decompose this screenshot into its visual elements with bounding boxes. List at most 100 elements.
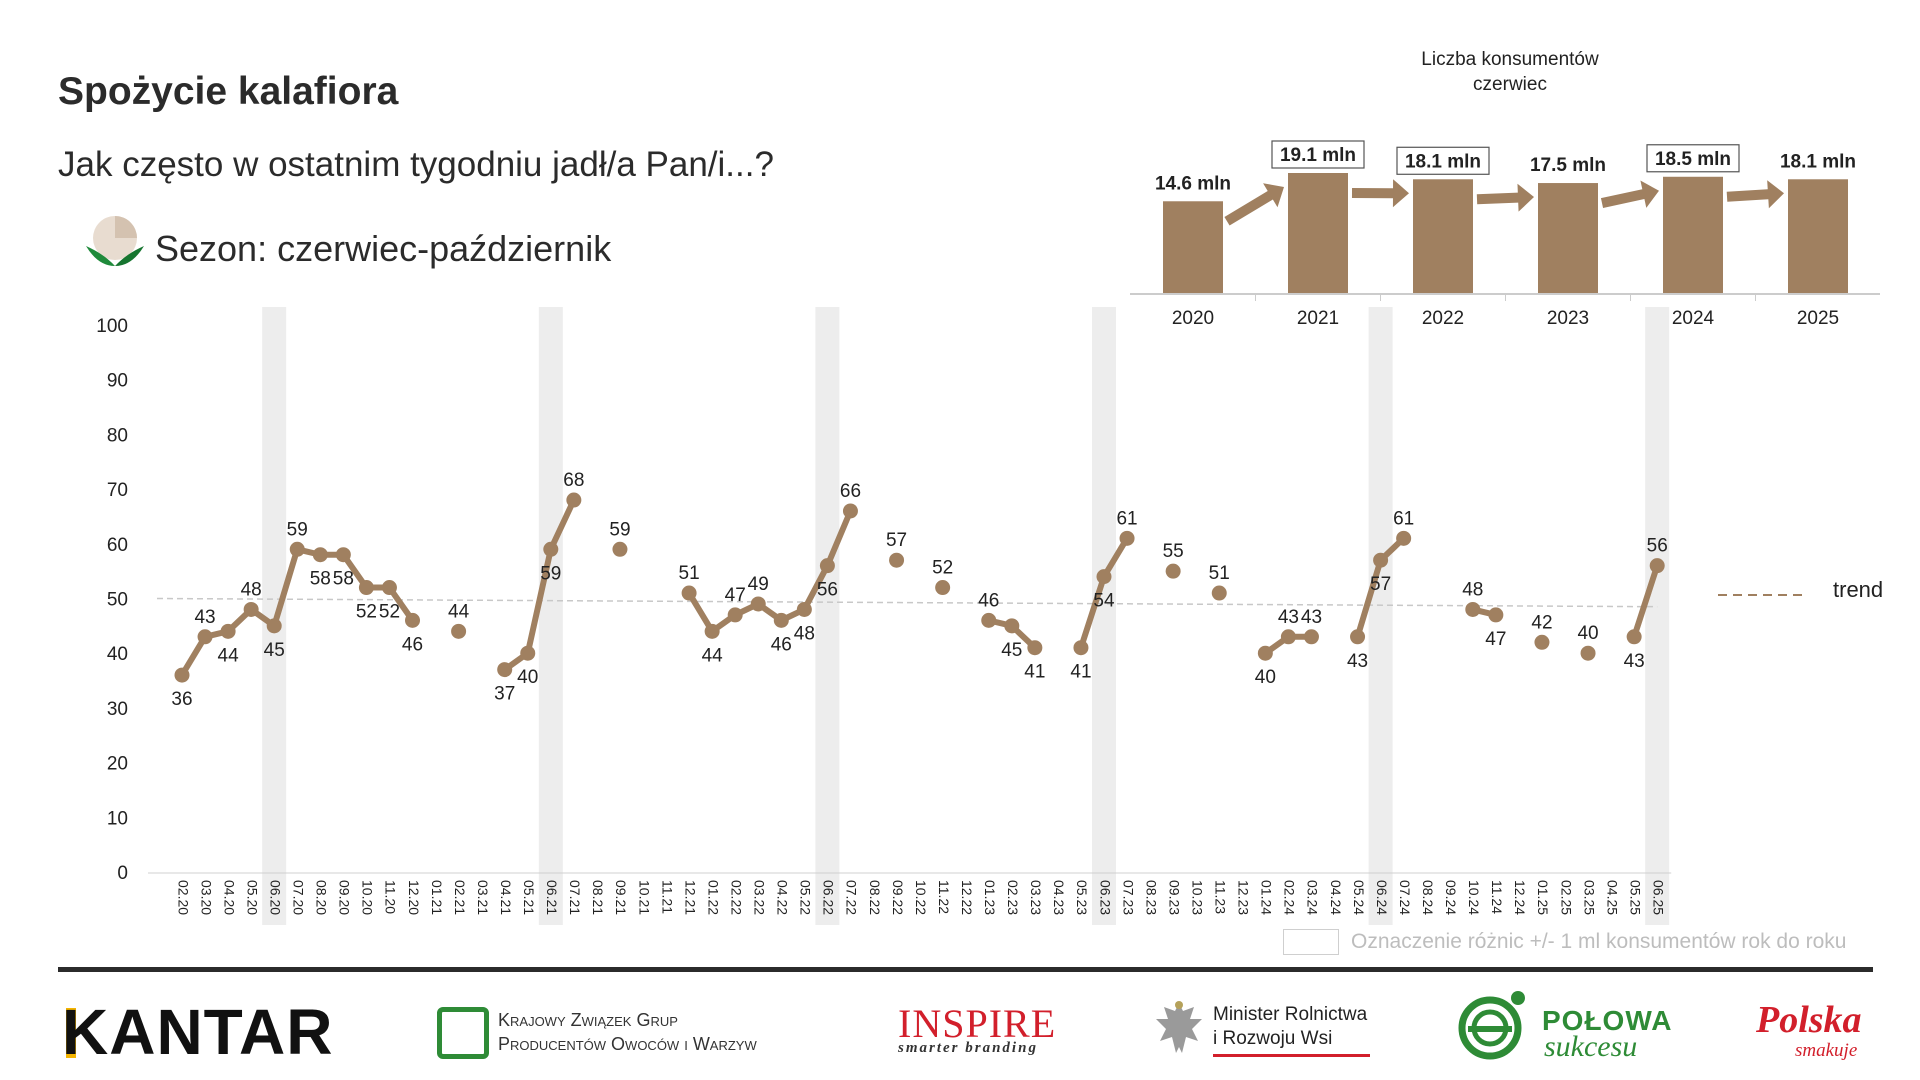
y-tick-label: 50 [107,590,128,611]
x-tick-label: 06.22 [821,880,837,915]
data-label: 37 [494,684,515,705]
x-tick-label: 12.24 [1512,880,1528,915]
x-tick-label: 10.21 [636,880,652,915]
x-tick-label: 09.23 [1166,880,1182,915]
data-point-06.22 [819,558,835,574]
minister-logo-line2: i Rozwoju Wsi [1213,1028,1333,1049]
y-tick-label: 30 [107,699,128,720]
data-point-02.24 [1280,629,1296,645]
x-tick-label: 05.21 [521,880,537,915]
data-label: 43 [194,607,215,628]
data-label: 54 [1093,591,1115,612]
x-tick-label: 05.22 [798,880,814,915]
x-tick-label: 07.24 [1397,880,1413,915]
x-tick-label: 02.20 [175,880,191,915]
kzg-logo: Krajowy Związek Grup Producentów Owoców … [498,1008,757,1056]
data-label: 56 [1647,536,1668,557]
inset-value-box [1396,146,1490,175]
chart-subtitle: Jak często w ostatnim tygodniu jadł/a Pa… [58,145,774,184]
inset-title: Liczba konsumentów czerwiec [1380,47,1640,97]
data-point-07.22 [842,503,858,519]
x-tick-label: 01.25 [1535,880,1551,915]
data-point-04.20 [220,623,236,639]
data-point-03.24 [1303,629,1319,645]
data-label: 48 [1462,579,1483,600]
data-label: 44 [702,645,724,666]
minister-logo-underline [1213,1054,1370,1057]
inset-value-box [1646,144,1740,173]
x-tick-label: 11.23 [1213,880,1229,914]
data-point-07.21 [566,492,582,508]
data-label: 45 [1001,640,1022,661]
data-label: 61 [1116,508,1137,529]
x-tick-label: 08.21 [590,880,606,915]
data-point-05.23 [1073,640,1089,656]
series-segment [1354,557,1384,640]
data-label: 44 [448,601,470,622]
data-label: 61 [1393,508,1414,529]
data-point-02.20 [174,667,190,683]
x-tick-label: 04.20 [221,880,237,915]
inset-value-label: 14.6 mln [1155,173,1231,194]
data-label: 45 [264,640,285,661]
highlight-column-06.23 [1092,307,1116,925]
data-label: 46 [771,634,792,655]
series-segment [801,562,831,613]
inset-value-label: 18.5 mln [1655,149,1731,170]
x-tick-label: 02.22 [728,880,744,915]
data-point-07.24 [1396,530,1412,546]
chart-title: Spożycie kalafiora [58,70,399,113]
x-tick-label: 11.24 [1489,880,1505,914]
data-label: 52 [932,558,953,579]
inset-bar-2024 [1663,176,1723,293]
x-tick-label: 08.20 [314,880,330,915]
data-label: 56 [817,580,838,601]
x-tick-label: 04.22 [775,880,791,915]
highlight-column-06.24 [1368,307,1393,925]
y-tick-label: 100 [96,316,128,337]
inset-bar-2021 [1288,173,1348,293]
inset-value-label: 18.1 mln [1780,151,1856,172]
data-point-09.21 [612,541,628,557]
data-point-06.21 [543,541,559,557]
x-tick-label: 11.21 [659,880,675,914]
x-tick-label: 02.25 [1558,880,1574,915]
x-tick-label: 06.25 [1650,880,1666,915]
data-label: 68 [563,470,584,491]
inset-bar-2025 [1788,179,1848,293]
x-tick-label: 05.23 [1074,880,1090,915]
inset-category-label: 2020 [1172,308,1214,329]
data-label: 47 [1485,629,1506,650]
data-point-02.22 [727,607,743,623]
data-point-06.23 [1096,569,1112,585]
x-tick-label: 03.23 [1028,880,1044,915]
footer-divider [58,967,1873,972]
data-point-01.24 [1257,645,1273,661]
inset-arrow [1351,179,1409,208]
y-tick-label: 40 [107,644,128,665]
data-point-03.20 [197,629,213,645]
data-point-07.20 [289,541,305,557]
inset-value-box [1271,140,1365,169]
x-tick-label: 08.24 [1420,880,1436,915]
data-point-05.21 [520,645,536,661]
x-tick-label: 03.20 [198,880,214,915]
inset-bar-2020 [1163,201,1223,293]
x-tick-label: 03.24 [1305,880,1321,915]
series-segment [524,546,554,657]
inset-title-line2: czerwiec [1473,74,1547,95]
inset-value-label: 18.1 mln [1405,151,1481,172]
data-label: 46 [978,590,999,611]
kzg-logo-line2: Producentów Owoców i Warzyw [498,1034,757,1054]
data-label: 46 [402,634,423,655]
x-tick-label: 07.20 [291,880,307,915]
inset-category-label: 2022 [1422,308,1464,329]
data-label: 41 [1024,662,1045,683]
data-point-08.20 [312,547,328,563]
x-tick-label: 10.22 [913,880,929,915]
inset-bar-2022 [1413,179,1473,293]
x-tick-label: 10.24 [1466,880,1482,915]
inset-category-label: 2023 [1547,308,1589,329]
data-label: 43 [1624,651,1645,672]
x-tick-label: 02.23 [1005,880,1021,915]
